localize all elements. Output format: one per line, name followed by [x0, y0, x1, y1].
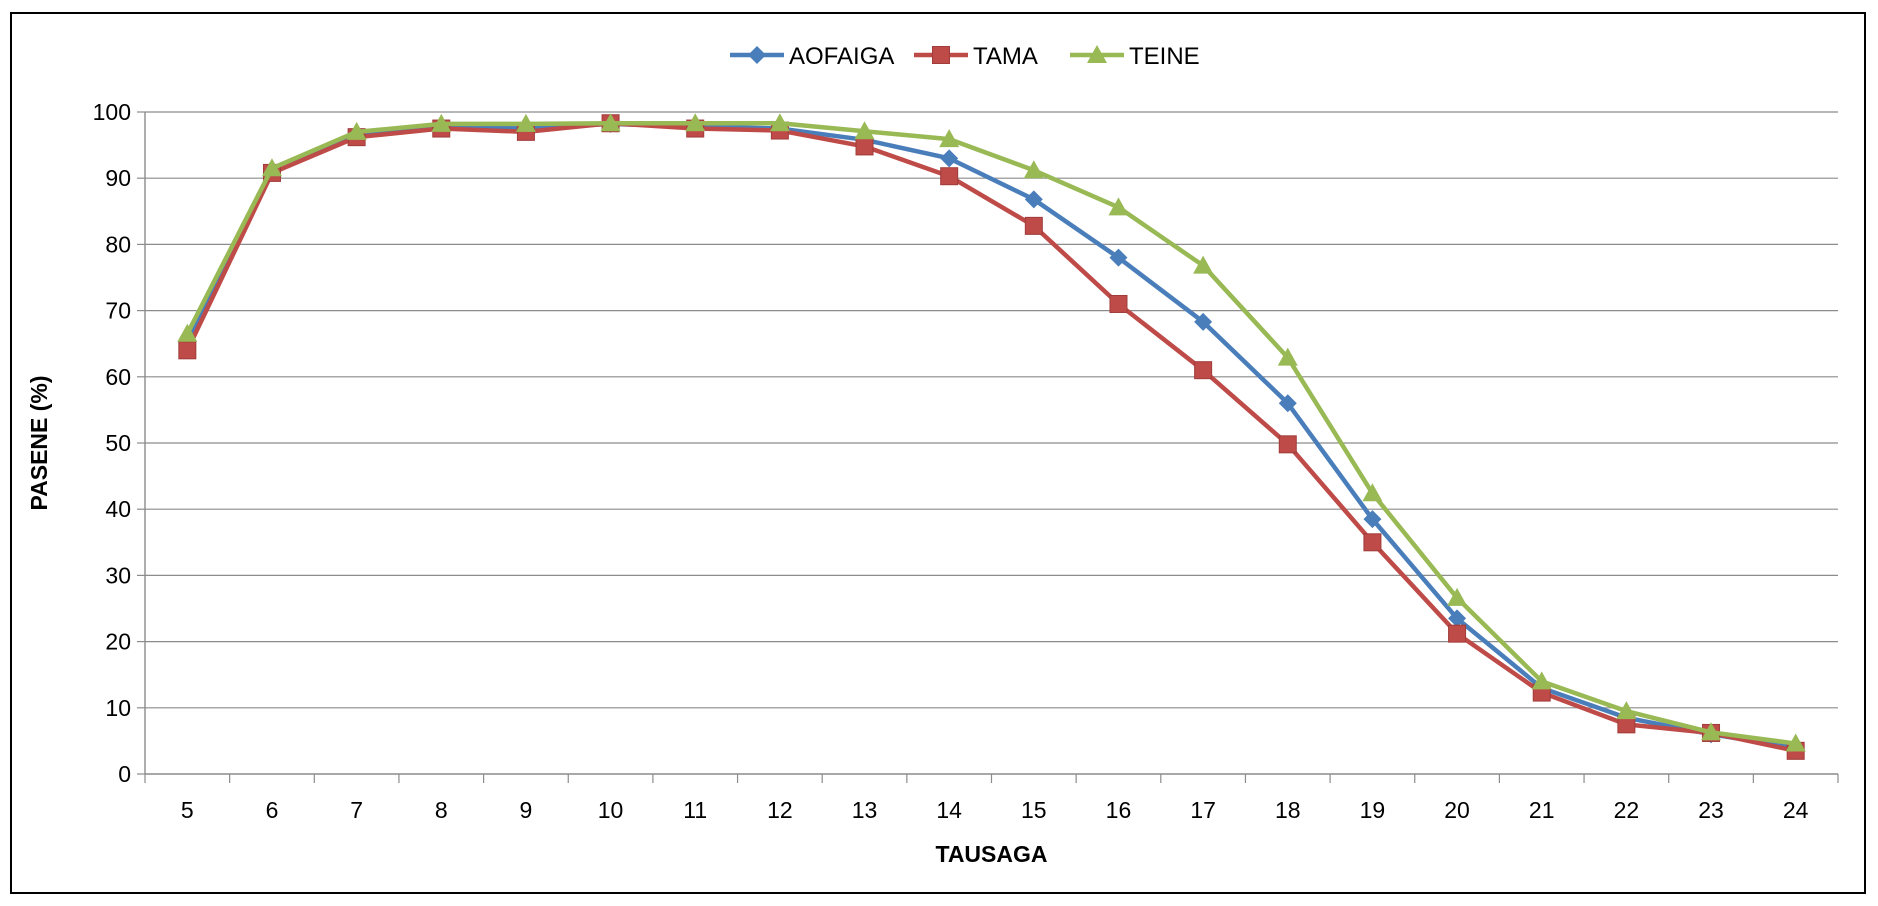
data-point-tama [1109, 294, 1128, 313]
data-point-teine [177, 323, 198, 342]
data-point-aofaiga [1363, 510, 1382, 529]
data-point-tama [940, 167, 959, 186]
series-layer [177, 113, 1806, 760]
data-point-teine [685, 113, 706, 132]
x-tick-label: 14 [936, 797, 962, 823]
x-tick-label: 24 [1783, 797, 1809, 823]
data-point-aofaiga [1194, 312, 1213, 331]
data-point-teine [854, 121, 875, 140]
legend-label-teine: TEINE [1129, 43, 1200, 70]
data-point-tama [855, 137, 874, 156]
x-tick-label: 12 [767, 797, 793, 823]
x-tick-label: 10 [598, 797, 624, 823]
legend-label-tama: TAMA [973, 43, 1038, 70]
data-point-tama [178, 341, 197, 360]
data-point-aofaiga [1278, 394, 1297, 413]
data-point-teine [1616, 701, 1637, 720]
y-axis-title: PASENE (%) [26, 375, 52, 510]
x-tick-label: 7 [350, 797, 363, 823]
legend-label-aofaiga: AOFAIGA [789, 43, 894, 70]
data-point-teine [346, 121, 367, 140]
data-point-teine [939, 129, 960, 148]
series-line-aofaiga [185, 121, 1797, 750]
x-tick-label: 19 [1360, 797, 1386, 823]
data-point-teine [1531, 671, 1552, 690]
data-point-teine [431, 113, 452, 132]
y-tick-label: 10 [105, 695, 131, 721]
axes: 0 10 20 30 40 50 60 70 80 90 100 5 6 7 8 9 10 11 12 13 14 15 1… [93, 99, 1839, 823]
x-tick-label: 9 [520, 797, 533, 823]
data-point-aofaiga [1448, 609, 1467, 628]
y-tick-label: 100 [93, 99, 131, 125]
data-point-aofaiga [940, 149, 959, 168]
x-tick-label: 21 [1529, 797, 1555, 823]
data-point-tama [1363, 533, 1382, 552]
data-point-teine [600, 113, 621, 132]
series-line-teine [185, 121, 1796, 746]
x-tick-label: 20 [1444, 797, 1470, 823]
legend-marker-teine [1087, 45, 1107, 63]
y-tick-label: 0 [118, 761, 131, 787]
data-point-teine [261, 158, 282, 177]
x-tick-label: 11 [683, 797, 707, 823]
data-point-teine [1785, 733, 1806, 752]
y-tick-label: 90 [105, 165, 131, 191]
x-tick-label: 8 [435, 797, 448, 823]
x-tick-label: 6 [266, 797, 279, 823]
y-tick-label: 40 [105, 496, 131, 522]
y-tick-label: 80 [105, 231, 131, 257]
data-point-teine [1193, 255, 1214, 274]
x-tick-label: 16 [1106, 797, 1132, 823]
chart-frame: 0 10 20 30 40 50 60 70 80 90 100 5 6 7 8 9 10 11 12 13 14 15 1… [10, 12, 1866, 894]
x-tick-label: 23 [1698, 797, 1724, 823]
x-tick-label: 15 [1021, 797, 1047, 823]
y-tick-label: 30 [105, 562, 131, 588]
data-point-tama [1278, 435, 1297, 454]
y-tick-label: 20 [105, 629, 131, 655]
line-chart: 0 10 20 30 40 50 60 70 80 90 100 5 6 7 8 9 10 11 12 13 14 15 1… [26, 43, 1839, 867]
x-tick-label: 17 [1190, 797, 1216, 823]
data-point-tama [1024, 216, 1043, 235]
data-point-teine [1447, 587, 1468, 606]
y-tick-label: 50 [105, 430, 131, 456]
x-tick-label: 18 [1275, 797, 1301, 823]
x-tick-label: 13 [852, 797, 878, 823]
legend-marker-tama [932, 46, 950, 64]
data-point-teine [1277, 347, 1298, 366]
y-tick-label: 60 [105, 364, 131, 390]
x-axis-title: TAUSAGA [935, 841, 1047, 867]
x-tick-label: 5 [181, 797, 194, 823]
data-point-teine [1701, 722, 1722, 741]
legend-marker-aofaiga [748, 46, 766, 64]
data-point-teine [515, 113, 536, 132]
x-tick-label: 22 [1614, 797, 1640, 823]
y-tick-label: 70 [105, 298, 131, 324]
data-point-tama [1448, 624, 1467, 643]
data-point-teine [1108, 197, 1129, 216]
data-point-teine [769, 113, 790, 132]
data-point-teine [1023, 160, 1044, 179]
data-point-teine [1362, 483, 1383, 502]
legend: AOFAIGA TAMA TEINE [730, 43, 1200, 70]
data-point-tama [1194, 361, 1213, 380]
data-point-aofaiga [1024, 190, 1043, 209]
data-point-aofaiga [1109, 248, 1128, 267]
series-line-tama [185, 121, 1797, 754]
